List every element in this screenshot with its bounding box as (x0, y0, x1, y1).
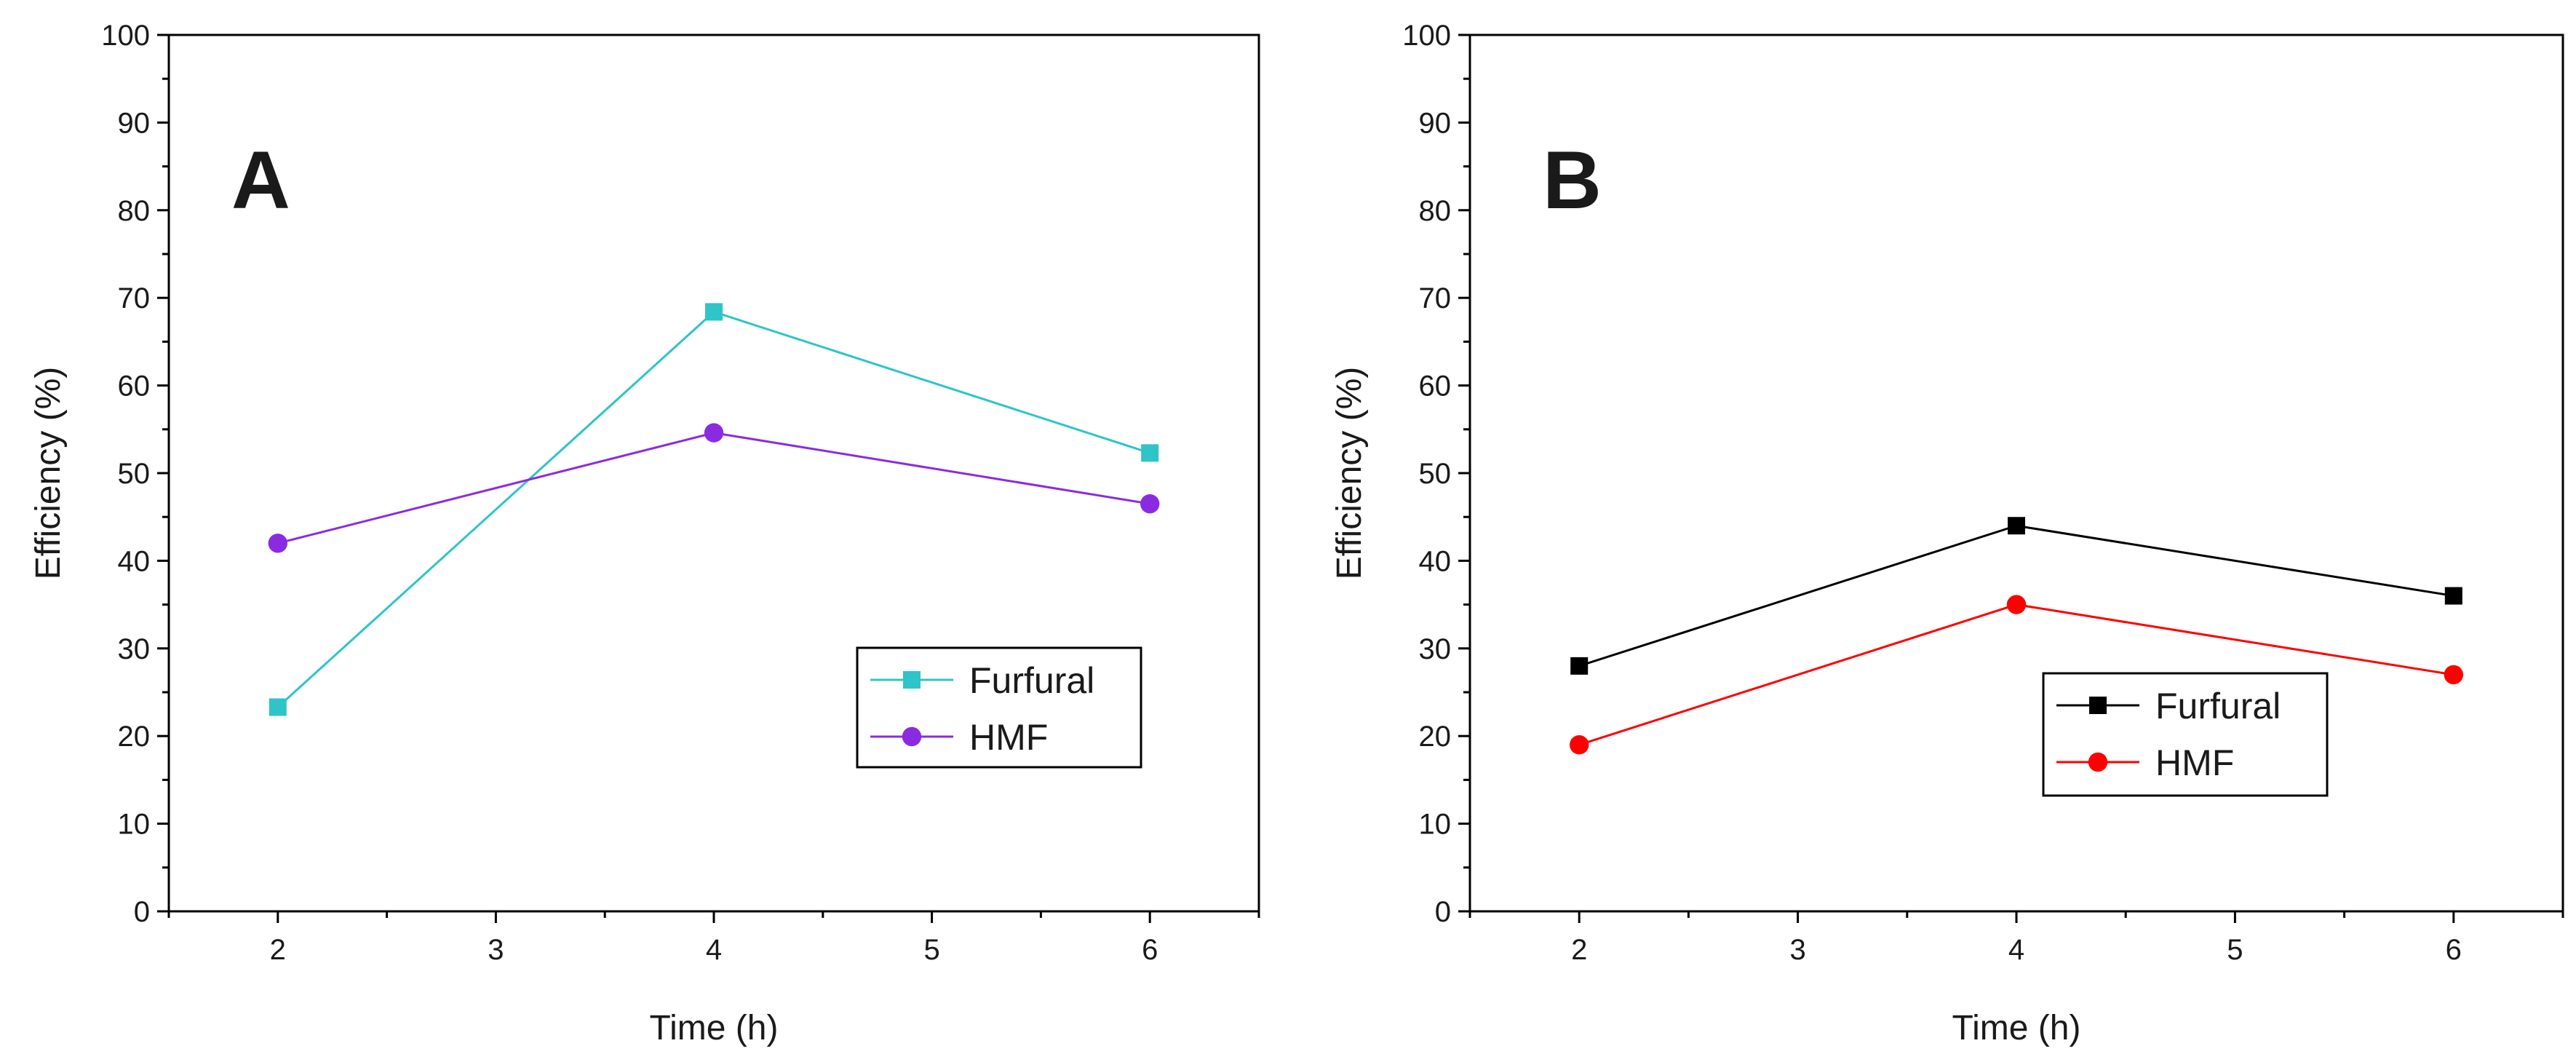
y-tick-label-b: 100 (1402, 20, 1451, 52)
y-axis-title-b: Efficiency (%) (1330, 367, 1369, 580)
panel-label-a: A (231, 135, 290, 226)
data-point-furfural-b (2444, 587, 2462, 605)
x-axis-title-b: Time (h) (1952, 1009, 2081, 1047)
y-tick-label-b: 90 (1419, 107, 1452, 139)
x-axis-title-a: Time (h) (650, 1009, 779, 1047)
y-tick-label-a: 70 (118, 282, 151, 314)
y-tick-label-b: 50 (1419, 458, 1452, 490)
y-tick-label-a: 50 (118, 458, 151, 490)
panel-label-b: B (1543, 135, 1602, 226)
panel-b: 0 10 20 30 40 50 60 70 80 90 100 2 3 4 5 6 Time (h) Effic… (1330, 20, 2564, 1047)
legend-box-a (856, 646, 1142, 769)
legend-marker-hmf-b (2088, 752, 2108, 772)
y-tick-label-b: 40 (1419, 545, 1452, 577)
y-tick-label-b: 60 (1419, 370, 1452, 403)
y-tick-label-b: 70 (1419, 282, 1452, 314)
data-point-hmf-a (268, 534, 287, 553)
panel-a: 0 10 20 30 40 50 60 70 80 90 100 2 3 4 5 6 Time (h) Effic… (29, 20, 1260, 1047)
y-tick-label-a: 100 (101, 20, 150, 52)
x-tick-label-b: 5 (2227, 934, 2243, 966)
x-tick-label-b: 6 (2446, 934, 2462, 966)
x-tick-label-a: 4 (706, 934, 722, 966)
data-point-hmf-b (2444, 665, 2463, 685)
x-tick-label-a: 2 (270, 934, 286, 966)
legend-marker-hmf-a (902, 726, 922, 747)
plot-frame-a (167, 33, 1260, 913)
data-point-hmf-a (1140, 494, 1160, 514)
y-tick-label-b: 20 (1419, 721, 1452, 753)
y-axis-title-a: Efficiency (%) (29, 367, 68, 580)
y-tick-label-a: 30 (118, 633, 151, 665)
data-point-hmf-b (1570, 735, 1589, 755)
legend-label-furfural-b: Furfural (2155, 686, 2281, 726)
x-tick-label-b: 3 (1789, 934, 1805, 966)
data-point-furfural-b (1570, 657, 1589, 675)
y-tick-label-a: 40 (118, 545, 151, 577)
y-tick-label-b: 80 (1419, 195, 1452, 227)
y-tick-label-b: 0 (1435, 896, 1451, 928)
x-tick-label-a: 5 (923, 934, 939, 966)
x-tick-label-a: 3 (488, 934, 504, 966)
y-tick-label-a: 90 (118, 107, 151, 139)
legend-marker-furfural-a (903, 671, 921, 689)
plot-frame-b (1468, 33, 2564, 913)
y-tick-label-b: 10 (1419, 809, 1452, 841)
data-point-furfural-a (705, 303, 723, 321)
y-tick-label-b: 30 (1419, 633, 1452, 665)
data-point-hmf-b (2006, 595, 2027, 614)
data-point-hmf-a (704, 423, 724, 443)
y-tick-label-a: 10 (118, 809, 151, 841)
y-tick-label-a: 80 (118, 195, 151, 227)
x-tick-label-b: 2 (1571, 934, 1587, 966)
series-line-hmf-a (277, 432, 1150, 544)
legend-b: Furfural HMF (2042, 672, 2329, 797)
legend-label-furfural-a: Furfural (969, 660, 1094, 701)
y-tick-label-a: 0 (134, 896, 150, 928)
legend-marker-furfural-b (2089, 697, 2107, 714)
legend-box-b (2042, 672, 2329, 797)
y-tick-label-a: 60 (118, 370, 151, 403)
legend-a: Furfural HMF (856, 646, 1142, 769)
x-tick-label-a: 6 (1142, 934, 1158, 966)
legend-label-hmf-b: HMF (2155, 742, 2234, 783)
data-point-furfural-a (1141, 444, 1159, 462)
y-tick-label-a: 20 (118, 721, 151, 753)
legend-label-hmf-a: HMF (969, 717, 1048, 758)
data-point-furfural-a (269, 698, 287, 716)
data-point-furfural-b (2008, 517, 2025, 535)
x-tick-label-b: 4 (2008, 934, 2024, 966)
